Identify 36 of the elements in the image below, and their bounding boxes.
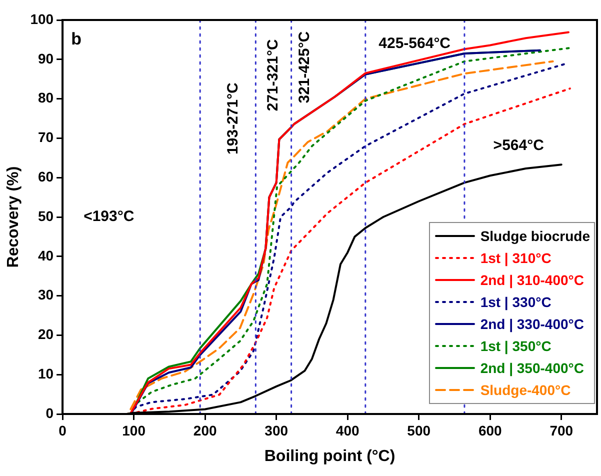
y-tick-label: 60 bbox=[38, 168, 54, 184]
x-tick-label: 500 bbox=[407, 422, 431, 438]
x-tick-label: 100 bbox=[122, 422, 146, 438]
legend-label: 1st | 310°C bbox=[480, 250, 552, 266]
annotation: 321-425°C bbox=[296, 31, 313, 104]
legend-label: Sludge biocrude bbox=[480, 228, 590, 244]
y-tick-label: 0 bbox=[46, 404, 54, 421]
legend-label: 2nd | 310-400°C bbox=[480, 272, 584, 288]
x-tick-label: 0 bbox=[58, 422, 67, 438]
y-axis-title: Recovery (%) bbox=[5, 166, 22, 268]
legend-label: Sludge-400°C bbox=[480, 382, 571, 398]
legend-label: 1st | 350°C bbox=[480, 338, 552, 354]
legend-label: 1st | 330°C bbox=[480, 294, 552, 310]
y-tick-label: 20 bbox=[38, 326, 54, 342]
y-tick-label: 40 bbox=[38, 247, 54, 264]
legend-label: 2nd | 330-400°C bbox=[480, 316, 584, 332]
y-tick-label: 80 bbox=[38, 90, 54, 106]
x-axis-title: Boiling point (°C) bbox=[264, 448, 396, 465]
x-tick-label: 700 bbox=[550, 422, 574, 438]
x-tick-label: 300 bbox=[264, 422, 288, 438]
y-tick-label: 90 bbox=[38, 50, 54, 66]
y-tick-label: 100 bbox=[30, 10, 54, 27]
x-tick-label: 600 bbox=[478, 422, 502, 438]
x-tick-label: 200 bbox=[193, 422, 217, 438]
y-tick-label: 10 bbox=[38, 365, 54, 382]
y-tick-label: 30 bbox=[38, 286, 54, 303]
legend-label: 2nd | 350-400°C bbox=[480, 360, 584, 376]
annotation: 425-564°C bbox=[378, 34, 451, 52]
y-tick-label: 70 bbox=[38, 129, 54, 146]
annotation: >564°C bbox=[493, 137, 544, 154]
x-tick-label: 400 bbox=[336, 422, 360, 438]
annotation: b bbox=[71, 29, 82, 48]
annotation: <193°C bbox=[84, 208, 134, 226]
annotation: 193-271°C bbox=[224, 82, 242, 154]
y-tick-label: 50 bbox=[38, 208, 54, 224]
annotation: 271-321°C bbox=[264, 39, 282, 112]
